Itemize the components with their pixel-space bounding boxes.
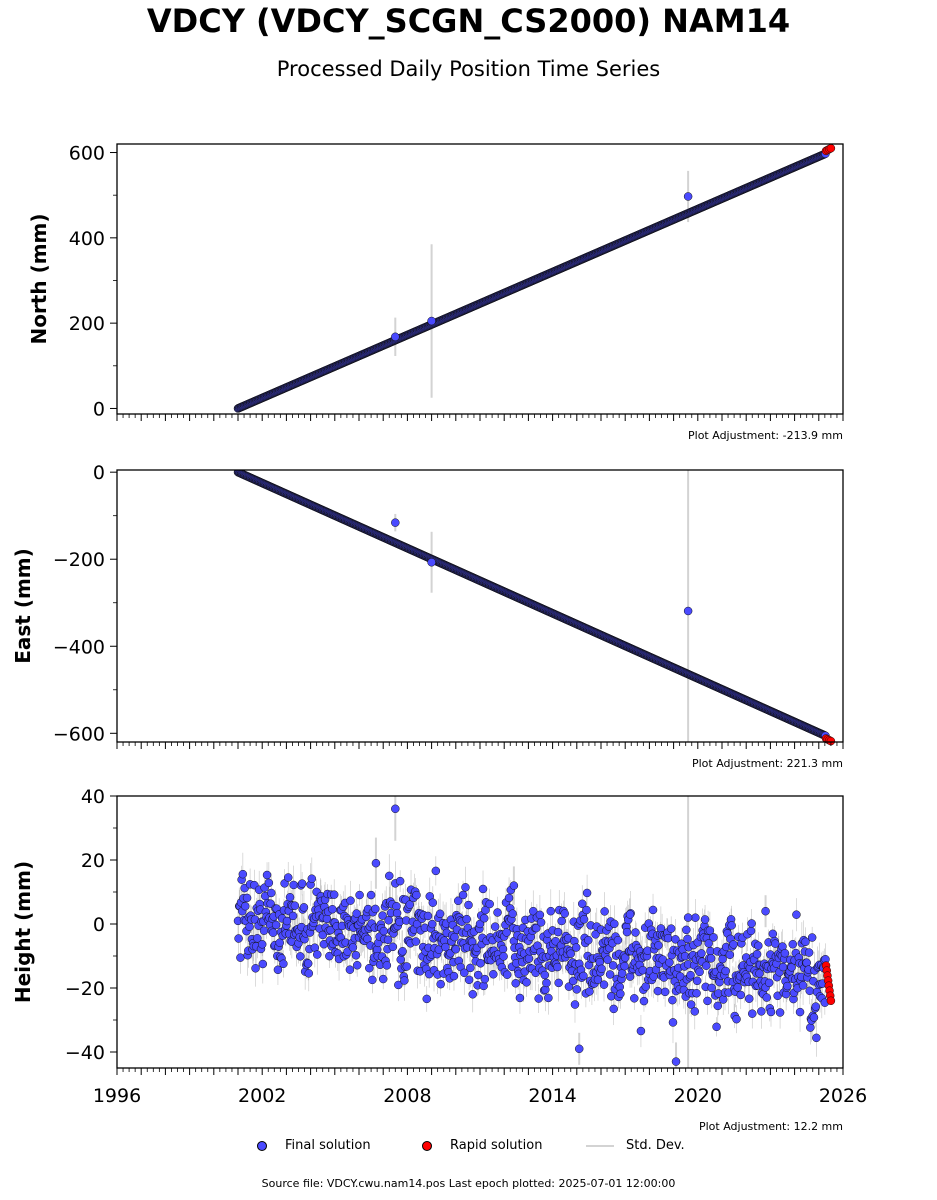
outlier-point <box>391 518 400 527</box>
y-tick-label: 0 <box>93 462 105 484</box>
y-ticks: 0 200 400 600 <box>69 143 117 420</box>
y-tick-label: −400 <box>53 636 105 658</box>
outlier-point <box>683 192 693 201</box>
y-tick-label: 600 <box>69 143 105 165</box>
rapid-solution-points <box>821 144 836 156</box>
final-solution-points <box>233 470 830 741</box>
outlier-point <box>683 606 693 616</box>
chart-title: VDCY (VDCY_SCGN_CS2000) NAM14 <box>146 2 791 40</box>
outlier-point <box>391 332 400 342</box>
chart-subtitle: Processed Daily Position Time Series <box>276 57 661 81</box>
rapid-solution-points <box>821 734 836 746</box>
plot-adjustment: Plot Adjustment: 221.3 mm <box>692 757 843 770</box>
panel-frame <box>116 469 844 743</box>
final-solution-points <box>233 149 830 413</box>
plot-area-1 <box>233 149 830 413</box>
y-tick-label: −200 <box>53 549 105 571</box>
y-tick-label: 200 <box>69 313 105 335</box>
y-tick-label: 0 <box>93 398 105 420</box>
x-ticks <box>116 414 844 421</box>
y-tick-label: −600 <box>53 723 105 745</box>
y-axis-label: East (mm) <box>11 548 35 664</box>
y-ticks: 0 −200 −400 −600 <box>53 462 117 745</box>
panel-1: 0 200 400 600 North (mm) Plot Adjustment: -21… <box>27 143 844 442</box>
y-tick-label: 400 <box>69 228 105 250</box>
rapid-point <box>826 144 836 153</box>
outlier-point <box>427 316 436 326</box>
x-ticks <box>116 742 844 749</box>
panel-2: 0 −200 −400 −600 East (mm) Plot Adjustment: 2… <box>11 462 844 770</box>
plot-area-3 <box>233 796 830 1068</box>
panel-frame <box>116 143 844 415</box>
outlier-point <box>427 558 436 567</box>
y-axis-label: North (mm) <box>27 213 51 344</box>
plot-adjustment: Plot Adjustment: -213.9 mm <box>688 429 843 442</box>
plot-area-2 <box>233 470 830 742</box>
